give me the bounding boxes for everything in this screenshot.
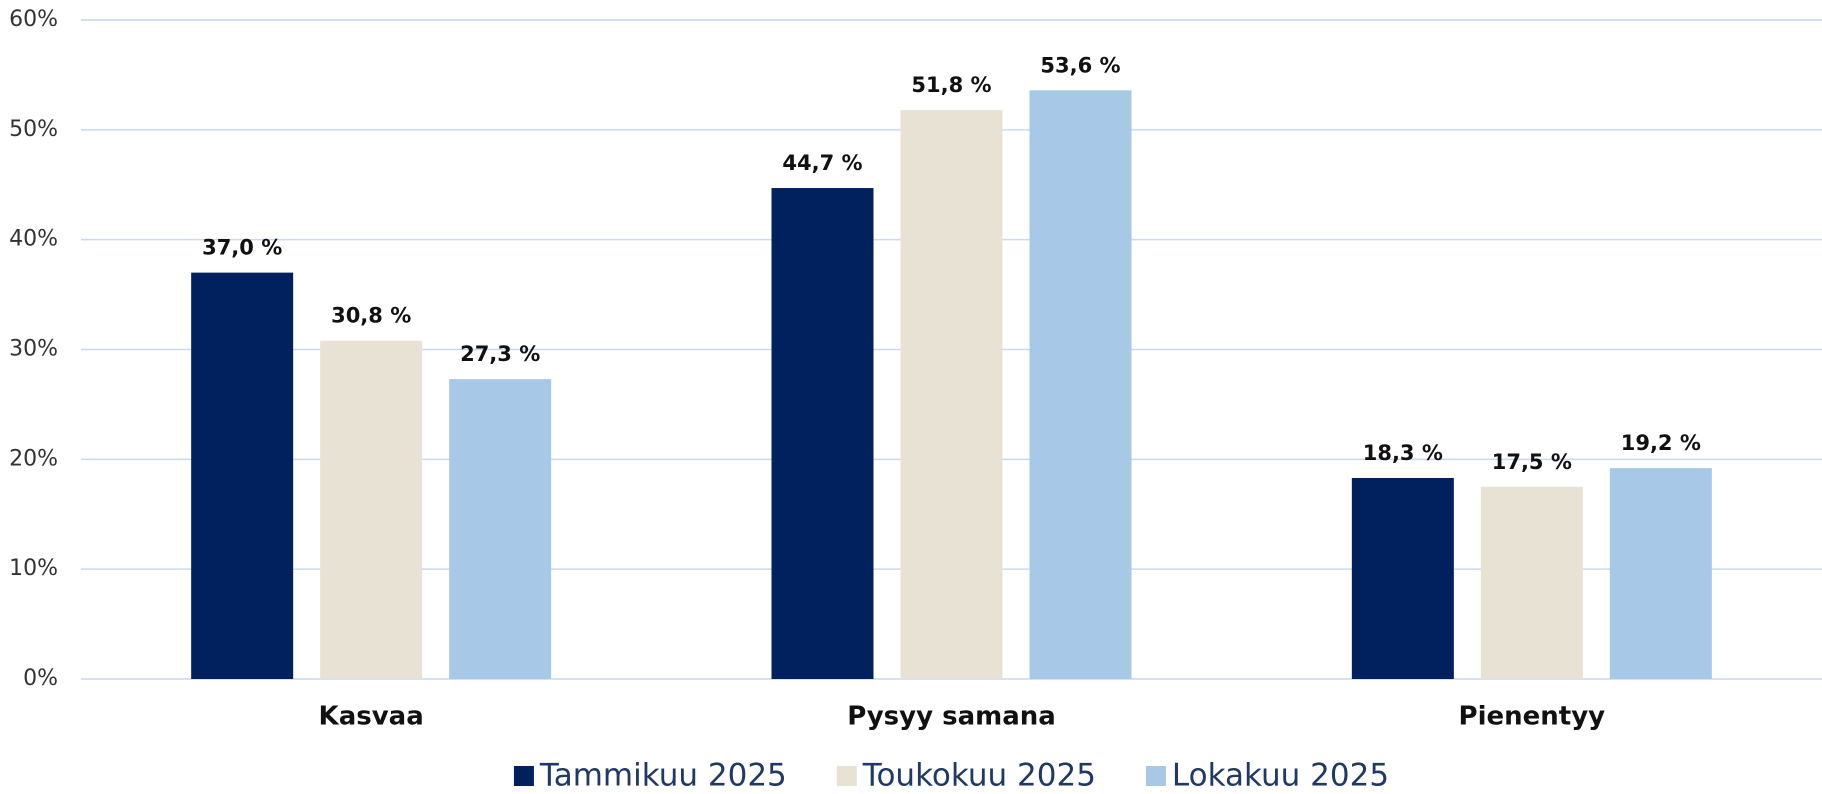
legend-swatch	[1145, 766, 1166, 786]
data-label: 17,5 %	[1492, 450, 1572, 474]
x-tick-label: Pysyy samana	[847, 702, 1056, 732]
bar	[449, 379, 552, 679]
bar	[1351, 478, 1454, 679]
legend-label: Toukokuu 2025	[862, 758, 1096, 794]
bar	[320, 340, 423, 679]
legend-label: Tammikuu 2025	[539, 758, 787, 794]
data-label: 19,2 %	[1621, 431, 1701, 455]
legend-swatch	[513, 766, 534, 786]
bar	[1029, 90, 1132, 679]
bar	[1609, 468, 1712, 679]
data-label: 44,7 %	[782, 151, 862, 175]
legend-swatch	[836, 766, 857, 786]
data-label: 37,0 %	[202, 236, 282, 260]
x-tick-label: Pienentyy	[1459, 702, 1606, 732]
y-tick-label: 20%	[9, 446, 58, 471]
legend-label: Lokakuu 2025	[1172, 758, 1389, 794]
y-tick-label: 30%	[9, 337, 58, 362]
data-label: 51,8 %	[911, 73, 991, 97]
y-tick-label: 40%	[9, 227, 58, 252]
bar	[900, 110, 1003, 679]
bar	[771, 188, 874, 680]
data-label: 30,8 %	[331, 304, 411, 328]
y-tick-label: 10%	[9, 556, 58, 581]
x-tick-label: Kasvaa	[319, 702, 424, 732]
data-label: 27,3 %	[460, 342, 540, 366]
y-tick-label: 60%	[9, 7, 58, 32]
data-label: 53,6 %	[1040, 53, 1120, 77]
data-label: 18,3 %	[1363, 441, 1443, 465]
bar	[1480, 486, 1583, 679]
y-tick-label: 50%	[9, 117, 58, 142]
y-tick-label: 0%	[23, 666, 58, 691]
bar	[191, 272, 294, 679]
